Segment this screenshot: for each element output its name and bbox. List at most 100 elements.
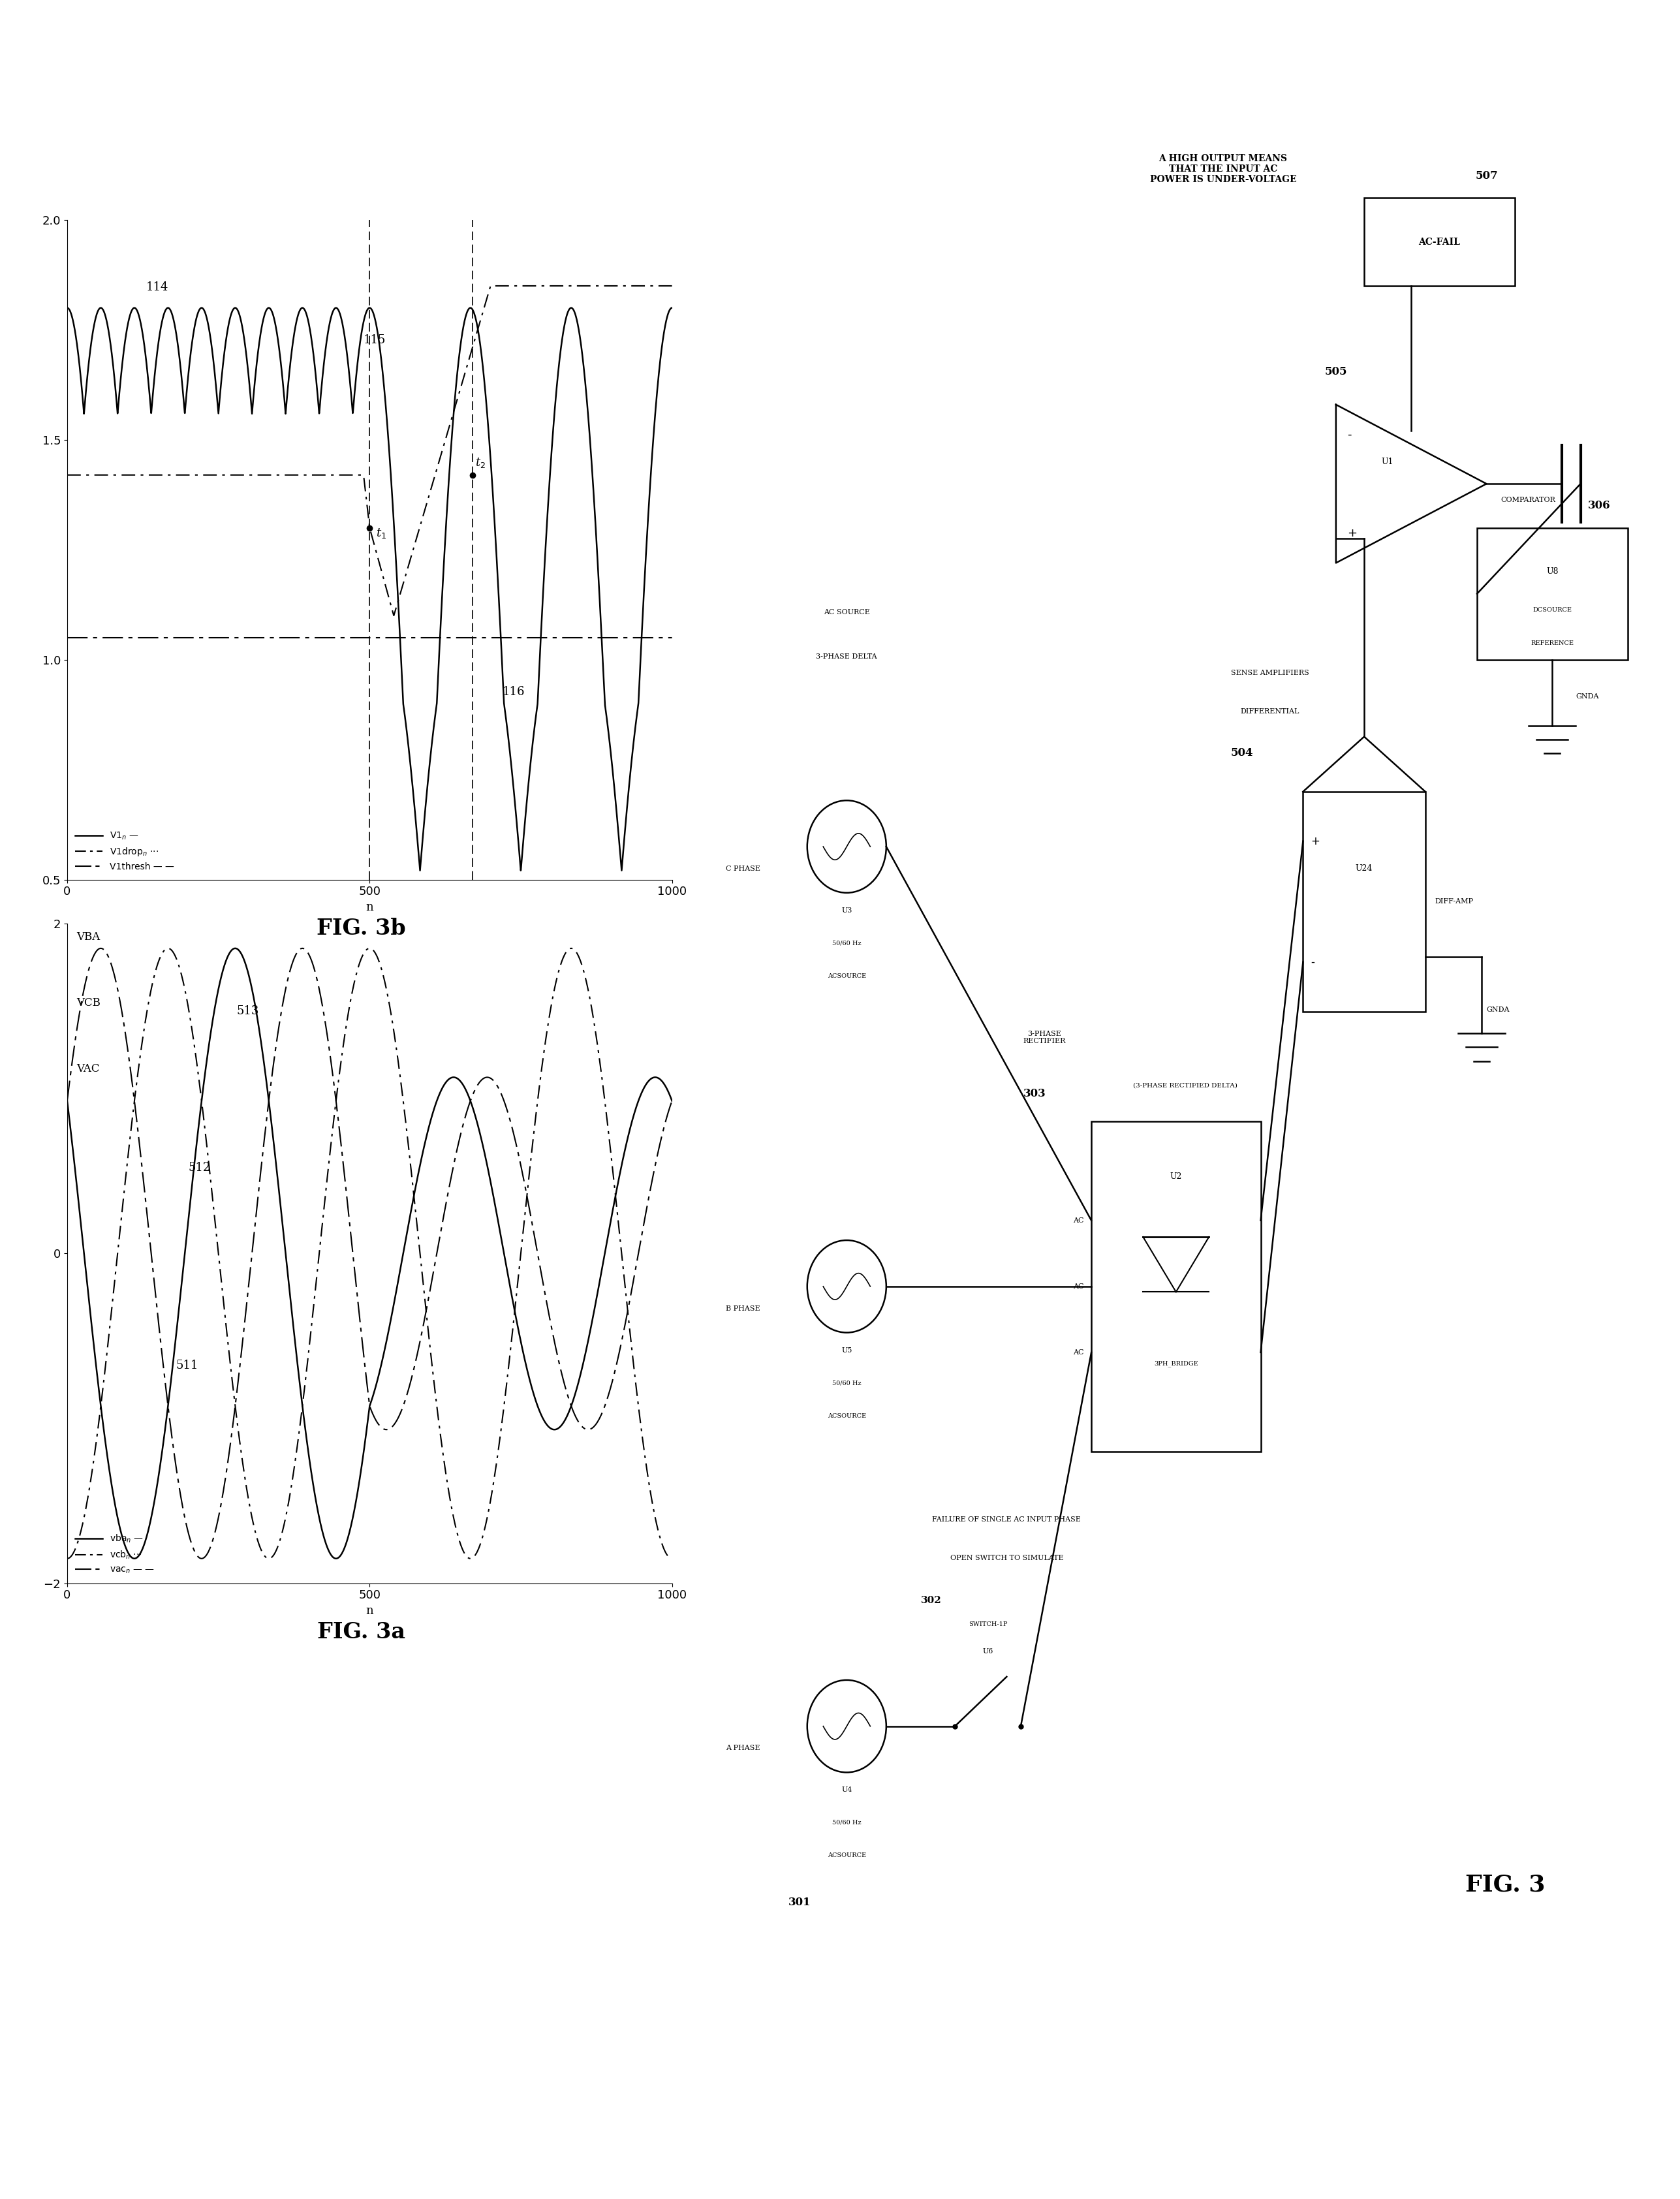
Text: U4: U4 — [842, 1786, 852, 1792]
X-axis label: n: n — [366, 1605, 373, 1616]
Text: FIG. 3: FIG. 3 — [1465, 1874, 1546, 1896]
Text: 3-PHASE
RECTIFIER: 3-PHASE RECTIFIER — [1023, 1031, 1065, 1045]
Text: SWITCH-1P: SWITCH-1P — [968, 1621, 1008, 1627]
V1drop_n — [613, 273, 633, 299]
Bar — [1477, 528, 1628, 660]
Text: DCSOURCE: DCSOURCE — [1532, 607, 1572, 614]
Text: AC SOURCE: AC SOURCE — [823, 609, 870, 616]
Text: 507: 507 — [1475, 169, 1499, 183]
V1_n — [460, 295, 480, 321]
Text: ACSOURCE: ACSOURCE — [828, 1852, 865, 1858]
Text: 50/60 Hz: 50/60 Hz — [832, 1381, 862, 1385]
Text: 3PH_BRIDGE: 3PH_BRIDGE — [1154, 1361, 1198, 1366]
Text: U3: U3 — [842, 906, 852, 913]
Text: 302: 302 — [921, 1596, 942, 1605]
Text: U24: U24 — [1356, 864, 1373, 873]
V1_n — [662, 295, 682, 321]
V1_n — [497, 710, 517, 737]
Text: GNDA: GNDA — [1576, 693, 1599, 699]
Text: t$_2$: t$_2$ — [475, 457, 486, 468]
Text: DIFFERENTIAL: DIFFERENTIAL — [1240, 708, 1300, 715]
V1_n — [643, 420, 664, 446]
Text: 505: 505 — [1324, 365, 1347, 376]
Text: 114: 114 — [146, 281, 168, 292]
Text: 116: 116 — [502, 686, 526, 697]
Text: U2: U2 — [1169, 1172, 1183, 1181]
X-axis label: n: n — [366, 902, 373, 913]
Text: 513: 513 — [237, 1005, 259, 1016]
V1drop_n — [316, 462, 336, 488]
Text: ACSOURCE: ACSOURCE — [828, 972, 865, 979]
Text: -: - — [1347, 429, 1351, 440]
Text: 301: 301 — [788, 1896, 811, 1909]
Text: SENSE AMPLIFIERS: SENSE AMPLIFIERS — [1231, 671, 1309, 675]
V1thresh — [497, 625, 517, 651]
Text: 3-PHASE DELTA: 3-PHASE DELTA — [816, 653, 877, 660]
Text: U6: U6 — [983, 1649, 993, 1654]
Line: V1drop_n: V1drop_n — [67, 286, 672, 616]
V1_n — [511, 858, 531, 884]
V1_n — [57, 295, 77, 321]
V1drop_n — [311, 462, 331, 488]
Text: COMPARATOR: COMPARATOR — [1500, 497, 1556, 504]
Text: REFERENCE: REFERENCE — [1530, 640, 1574, 647]
V1thresh — [613, 625, 633, 651]
Legend: vba$_n$ —, vcb$_n$ ···, vac$_n$ — —: vba$_n$ —, vcb$_n$ ···, vac$_n$ — — — [72, 1531, 158, 1579]
Text: VCB: VCB — [76, 998, 101, 1009]
Text: A HIGH OUTPUT MEANS
THAT THE INPUT AC
POWER IS UNDER-VOLTAGE: A HIGH OUTPUT MEANS THAT THE INPUT AC PO… — [1149, 154, 1297, 185]
V1thresh — [316, 625, 336, 651]
V1thresh — [643, 625, 664, 651]
Text: 511: 511 — [176, 1359, 198, 1372]
Text: C PHASE: C PHASE — [726, 866, 761, 871]
V1drop_n — [662, 273, 682, 299]
Text: DIFF-AMP: DIFF-AMP — [1435, 899, 1473, 904]
V1_n — [311, 376, 331, 402]
V1thresh — [662, 625, 682, 651]
V1thresh — [311, 625, 331, 651]
Text: A PHASE: A PHASE — [726, 1746, 761, 1750]
Bar — [1364, 198, 1515, 286]
V1_n — [344, 380, 365, 407]
Text: AC: AC — [1074, 1284, 1084, 1289]
V1drop_n — [383, 603, 403, 629]
Bar — [1092, 1121, 1260, 1451]
Text: B PHASE: B PHASE — [726, 1306, 761, 1311]
V1drop_n — [57, 462, 77, 488]
V1_n — [316, 332, 336, 358]
Text: FAILURE OF SINGLE AC INPUT PHASE: FAILURE OF SINGLE AC INPUT PHASE — [932, 1517, 1080, 1522]
Text: t$_1$: t$_1$ — [376, 528, 386, 539]
Text: U5: U5 — [842, 1346, 852, 1352]
V1drop_n — [497, 273, 517, 299]
Text: VAC: VAC — [76, 1064, 99, 1075]
Text: 512: 512 — [188, 1161, 210, 1174]
Text: 50/60 Hz: 50/60 Hz — [832, 939, 862, 946]
Legend: V1$_n$ —, V1drop$_n$ ···, V1thresh — —: V1$_n$ —, V1drop$_n$ ···, V1thresh — — — [72, 827, 178, 875]
V1_n — [613, 833, 633, 860]
Text: AC: AC — [1074, 1218, 1084, 1223]
V1drop_n — [643, 273, 664, 299]
Text: ACSOURCE: ACSOURCE — [828, 1412, 865, 1418]
Text: U8: U8 — [1546, 567, 1559, 576]
Text: 306: 306 — [1588, 499, 1611, 510]
V1thresh — [344, 625, 365, 651]
Text: 303: 303 — [1023, 1089, 1047, 1100]
Bar — [1304, 792, 1425, 1012]
Text: GNDA: GNDA — [1487, 1007, 1510, 1014]
Text: -: - — [1310, 957, 1314, 968]
Text: 50/60 Hz: 50/60 Hz — [832, 1821, 862, 1825]
Text: U1: U1 — [1381, 457, 1394, 466]
Text: +: + — [1347, 528, 1357, 539]
V1thresh — [57, 625, 77, 651]
Text: AC-FAIL: AC-FAIL — [1418, 237, 1460, 246]
Text: FIG. 3a: FIG. 3a — [318, 1621, 405, 1643]
Text: FIG. 3b: FIG. 3b — [316, 917, 407, 939]
Line: V1_n: V1_n — [67, 308, 672, 871]
Text: 115: 115 — [363, 334, 386, 345]
Text: (3-PHASE RECTIFIED DELTA): (3-PHASE RECTIFIED DELTA) — [1134, 1082, 1238, 1089]
Text: OPEN SWITCH TO SIMULATE: OPEN SWITCH TO SIMULATE — [949, 1555, 1063, 1561]
Text: AC: AC — [1074, 1350, 1084, 1355]
Text: +: + — [1310, 836, 1319, 847]
Text: VBA: VBA — [76, 932, 99, 943]
Text: 504: 504 — [1230, 748, 1253, 759]
V1drop_n — [480, 273, 501, 299]
